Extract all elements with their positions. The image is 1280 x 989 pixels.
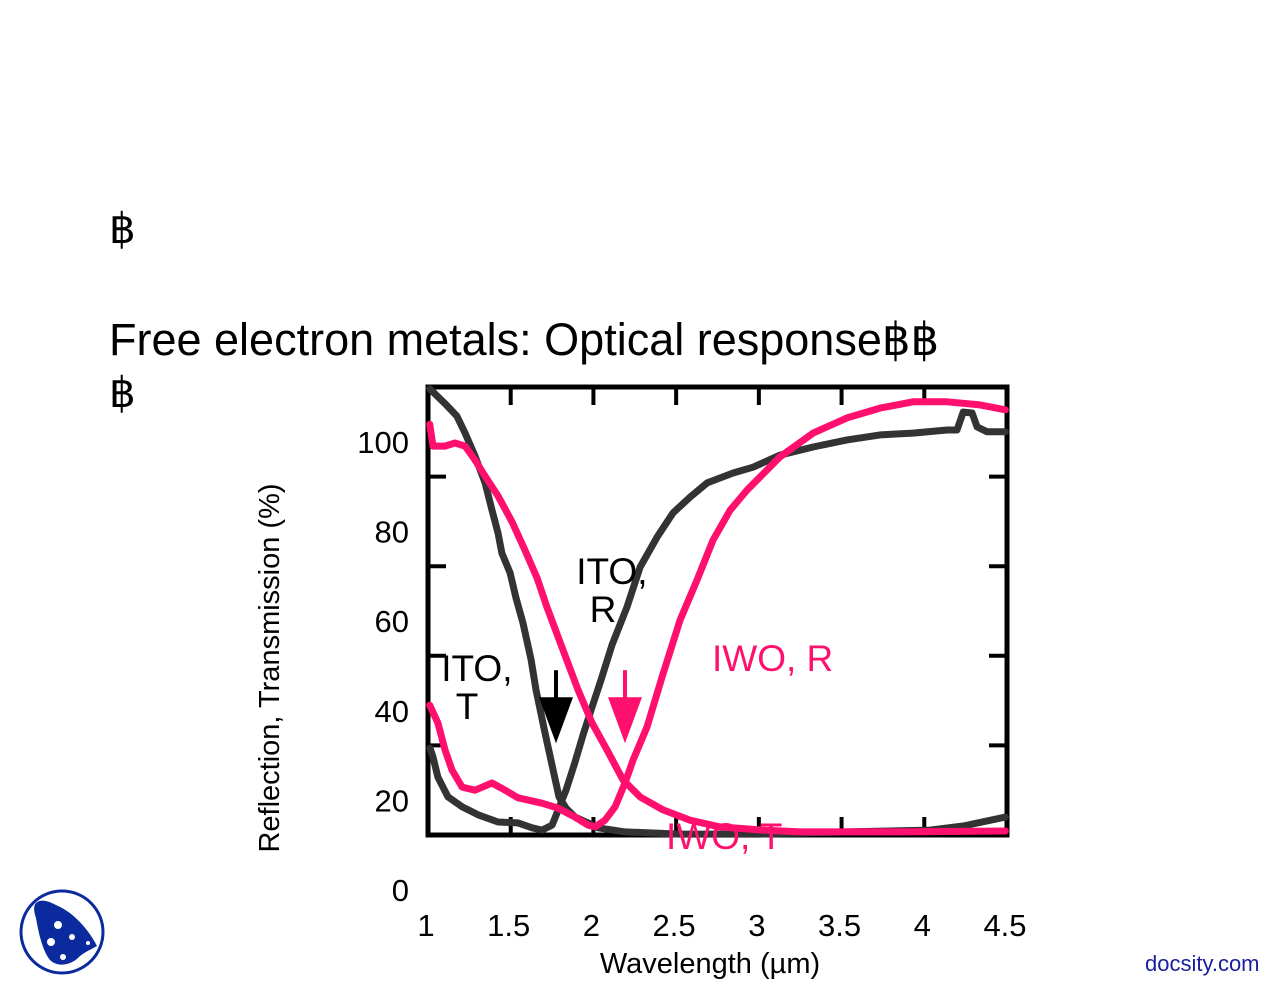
y-tick-label: 60 [375, 604, 409, 639]
y-tick-label: 40 [375, 694, 409, 729]
chart: ITO, T ITO, R IWO, R IWO, T 0 20 40 60 8… [254, 384, 1027, 980]
x-tick-label: 3 [748, 908, 765, 943]
bullet-symbol-2: ฿ [109, 368, 136, 417]
y-tick-label: 100 [357, 425, 409, 460]
series-ito-transmission [426, 385, 1009, 838]
slide-title: Free electron metals: Optical response฿฿ [109, 314, 939, 365]
series-iwo-transmission [426, 420, 1009, 836]
series-ito-reflection [426, 408, 1009, 834]
label-ito-r: ITO, R [576, 551, 658, 630]
x-tick-label: 1.5 [487, 908, 530, 943]
ito-down-arrow-icon [539, 670, 573, 744]
plot-curves [426, 385, 1009, 838]
y-tick-label: 80 [375, 515, 409, 550]
series-iwo-reflection [426, 398, 1009, 831]
iwo-down-arrow-icon [608, 670, 642, 744]
x-axis-title: Wavelength (µm) [600, 948, 820, 980]
label-iwo-t: IWO, T [666, 816, 782, 857]
x-tick-label: 1 [417, 908, 434, 943]
label-iwo-r: IWO, R [712, 638, 833, 679]
x-tick-label: 4 [914, 908, 931, 943]
docsity-logo-icon [19, 889, 105, 975]
y-tick-label: 20 [375, 783, 409, 818]
plot-frame [425, 384, 1010, 838]
x-tick-label: 4.5 [983, 908, 1026, 943]
x-tick-label: 2 [583, 908, 600, 943]
x-tick-label: 2.5 [653, 908, 696, 943]
brand-watermark: docsity.com [1145, 951, 1260, 976]
y-tick-label: 0 [392, 873, 409, 908]
axis-ticks [428, 387, 1007, 835]
y-axis-title: Reflection, Transmission (%) [254, 483, 286, 852]
x-tick-label: 3.5 [818, 908, 861, 943]
label-ito-t: ITO, T [441, 648, 523, 727]
bullet-symbol-1: ฿ [109, 204, 136, 253]
